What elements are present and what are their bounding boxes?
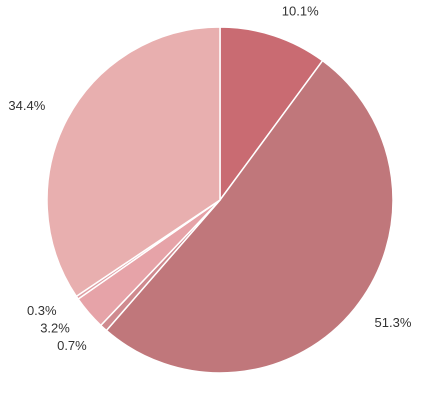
slice-label: 3.2% <box>40 321 70 336</box>
slice-label: 0.3% <box>27 303 57 318</box>
pie-slice <box>105 59 394 374</box>
slice-label: 10.1% <box>282 3 319 18</box>
slice-label: 34.4% <box>8 98 45 113</box>
pie-slice <box>219 26 324 203</box>
slice-label: 51.3% <box>375 315 412 330</box>
pie-slice <box>46 26 221 298</box>
slice-label: 0.7% <box>57 338 87 353</box>
